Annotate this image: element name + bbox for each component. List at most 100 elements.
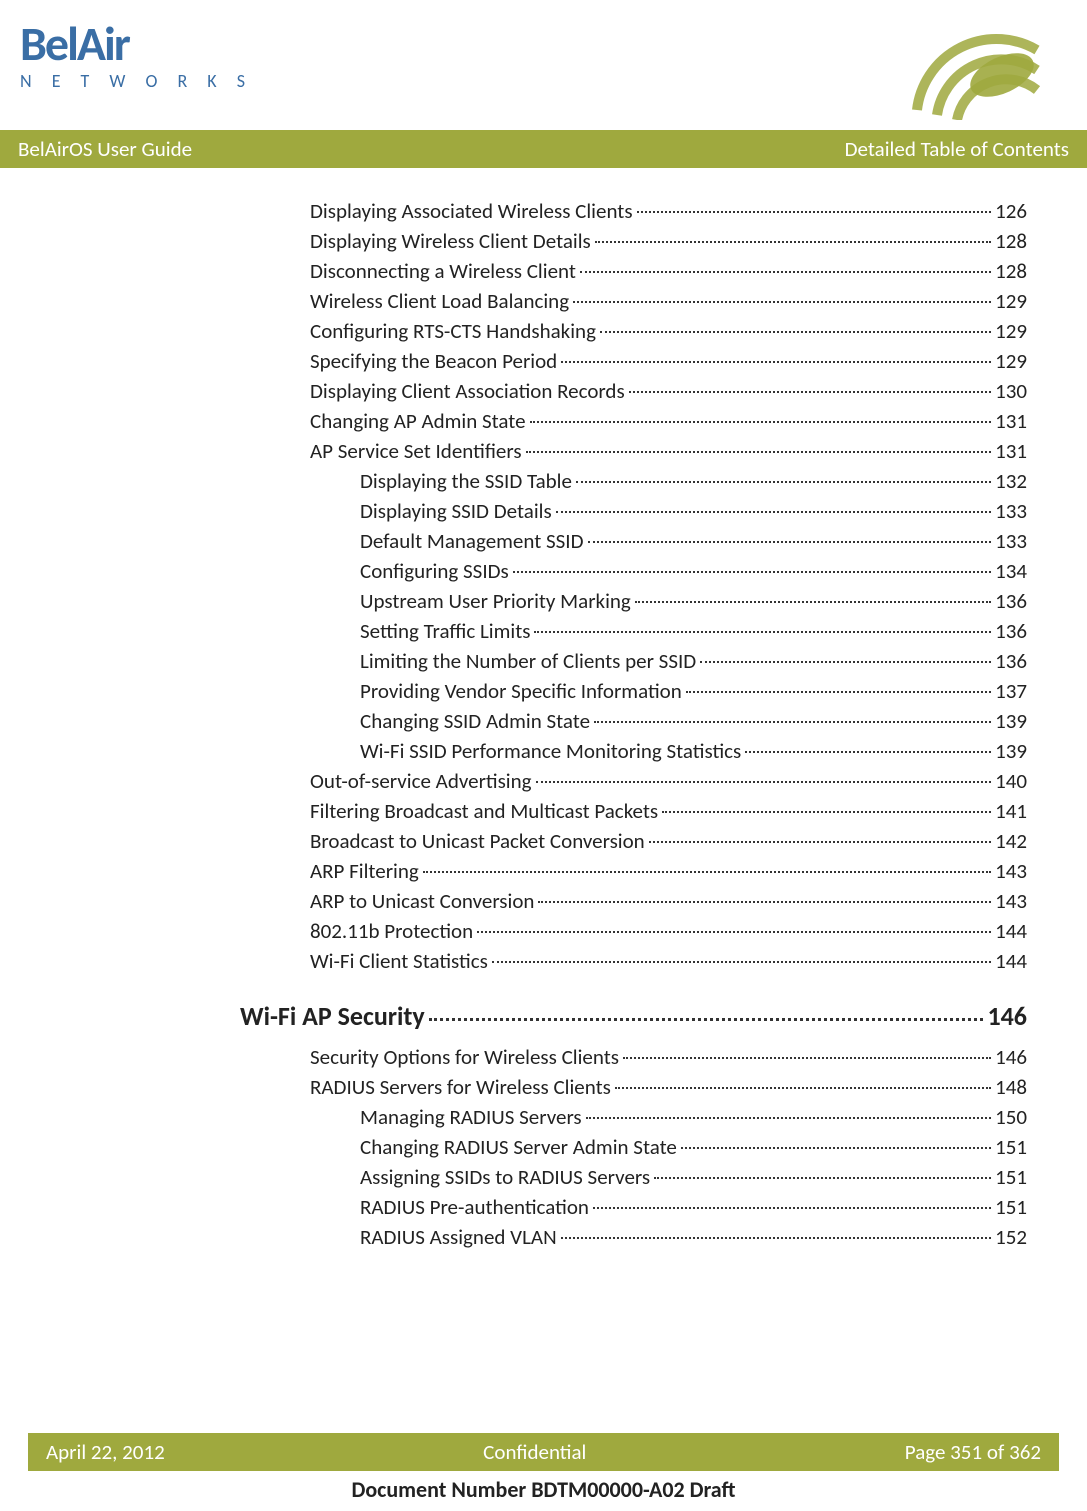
toc-leader-dots [513, 571, 991, 573]
toc-page-number: 143 [995, 888, 1027, 914]
toc-page-number: 129 [995, 288, 1027, 314]
logo: BelAir N E T W O R K S [20, 20, 253, 92]
toc-label: ARP to Unicast Conversion [310, 888, 534, 914]
toc-label: Changing SSID Admin State [360, 708, 590, 734]
toc-page-number: 136 [995, 648, 1027, 674]
toc-label: Default Management SSID [360, 528, 584, 554]
toc-entry: Displaying Wireless Client Details 128 [310, 228, 1027, 254]
toc-leader-dots [700, 661, 991, 663]
title-bar: BelAirOS User Guide Detailed Table of Co… [0, 130, 1087, 168]
toc-leader-dots [423, 871, 991, 873]
toc-label: RADIUS Pre-authentication [360, 1194, 589, 1220]
toc-leader-dots [492, 961, 991, 963]
toc-label: Managing RADIUS Servers [360, 1104, 582, 1130]
logo-bottom: N E T W O R K S [20, 70, 253, 92]
toc-page-number: 128 [995, 258, 1027, 284]
footer-bar: April 22, 2012 Confidential Page 351 of … [28, 1433, 1059, 1471]
toc-section-page: 146 [987, 1000, 1027, 1032]
toc-page-number: 137 [995, 678, 1027, 704]
toc-entry: Specifying the Beacon Period 129 [310, 348, 1027, 374]
toc-entry: Displaying Associated Wireless Clients 1… [310, 198, 1027, 224]
toc-page-number: 129 [995, 318, 1027, 344]
toc-section-label: Wi-Fi AP Security [240, 1000, 425, 1032]
toc-entry: RADIUS Assigned VLAN 152 [360, 1224, 1027, 1250]
toc-leader-dots [686, 691, 991, 693]
toc-entry: Upstream User Priority Marking 136 [360, 588, 1027, 614]
toc-page-number: 139 [995, 738, 1027, 764]
footer-left: April 22, 2012 [46, 1439, 165, 1465]
toc-label: Setting Traffic Limits [360, 618, 530, 644]
toc-page-number: 134 [995, 558, 1027, 584]
toc-label: Upstream User Priority Marking [360, 588, 631, 614]
toc-page-number: 151 [995, 1164, 1027, 1190]
toc-entry: ARP to Unicast Conversion 143 [310, 888, 1027, 914]
toc-entry: 802.11b Protection 144 [310, 918, 1027, 944]
toc-label: Wi-Fi SSID Performance Monitoring Statis… [360, 738, 741, 764]
toc-label: Wireless Client Load Balancing [310, 288, 569, 314]
toc-entry: Out-of-service Advertising 140 [310, 768, 1027, 794]
toc-page-number: 131 [995, 408, 1027, 434]
toc-page-number: 133 [995, 498, 1027, 524]
toc-label: Security Options for Wireless Clients [310, 1044, 619, 1070]
toc-page-number: 141 [995, 798, 1027, 824]
toc-entry: Displaying SSID Details 133 [360, 498, 1027, 524]
toc-leader-dots [745, 751, 991, 753]
toc-leader-dots [576, 481, 991, 483]
toc-page-number: 151 [995, 1194, 1027, 1220]
toc-entry: Default Management SSID 133 [360, 528, 1027, 554]
toc-leader-dots [429, 1018, 984, 1021]
toc-entry: Broadcast to Unicast Packet Conversion 1… [310, 828, 1027, 854]
toc-label: Displaying Associated Wireless Clients [310, 198, 633, 224]
toc-page-number: 136 [995, 618, 1027, 644]
toc-entry: ARP Filtering 143 [310, 858, 1027, 884]
footer-center: Confidential [483, 1439, 586, 1465]
toc-page-number: 144 [995, 918, 1027, 944]
toc-entry: Filtering Broadcast and Multicast Packet… [310, 798, 1027, 824]
toc-label: Assigning SSIDs to RADIUS Servers [360, 1164, 650, 1190]
toc-page-number: 139 [995, 708, 1027, 734]
toc-content: Displaying Associated Wireless Clients 1… [0, 168, 1087, 1250]
toc-page-number: 144 [995, 948, 1027, 974]
toc-leader-dots [654, 1177, 991, 1179]
toc-page-number: 140 [995, 768, 1027, 794]
toc-entry: RADIUS Pre-authentication 151 [360, 1194, 1027, 1220]
toc-leader-dots [662, 811, 991, 813]
toc-leader-dots [556, 511, 991, 513]
toc-label: Displaying SSID Details [360, 498, 552, 524]
title-right: Detailed Table of Contents [845, 136, 1069, 162]
toc-page-number: 126 [995, 198, 1027, 224]
toc-label: Providing Vendor Specific Information [360, 678, 682, 704]
toc-leader-dots [600, 331, 991, 333]
toc-leader-dots [649, 841, 991, 843]
toc-leader-dots [477, 931, 991, 933]
toc-leader-dots [635, 601, 991, 603]
toc-leader-dots [681, 1147, 991, 1149]
toc-leader-dots [594, 721, 991, 723]
toc-entry: Changing SSID Admin State 139 [360, 708, 1027, 734]
toc-page-number: 146 [995, 1044, 1027, 1070]
toc-leader-dots [573, 301, 991, 303]
toc-entry: AP Service Set Identifiers 131 [310, 438, 1027, 464]
toc-entry: Wi-Fi SSID Performance Monitoring Statis… [360, 738, 1027, 764]
toc-label: Limiting the Number of Clients per SSID [360, 648, 696, 674]
toc-page-number: 143 [995, 858, 1027, 884]
toc-leader-dots [580, 271, 991, 273]
document-number: Document Number BDTM00000-A02 Draft [0, 1476, 1087, 1503]
toc-entry: Wireless Client Load Balancing 129 [310, 288, 1027, 314]
toc-label: 802.11b Protection [310, 918, 473, 944]
toc-leader-dots [629, 391, 991, 393]
toc-leader-dots [534, 631, 991, 633]
toc-label: Disconnecting a Wireless Client [310, 258, 576, 284]
toc-page-number: 136 [995, 588, 1027, 614]
toc-leader-dots [586, 1117, 991, 1119]
toc-leader-dots [536, 781, 992, 783]
toc-page-number: 150 [995, 1104, 1027, 1130]
toc-label: Configuring RTS-CTS Handshaking [310, 318, 596, 344]
toc-leader-dots [595, 241, 991, 243]
toc-entry: Changing AP Admin State 131 [310, 408, 1027, 434]
title-left: BelAirOS User Guide [18, 136, 192, 162]
toc-page-number: 152 [995, 1224, 1027, 1250]
toc-label: Broadcast to Unicast Packet Conversion [310, 828, 645, 854]
toc-entry: Wi-Fi Client Statistics 144 [310, 948, 1027, 974]
toc-label: Wi-Fi Client Statistics [310, 948, 488, 974]
